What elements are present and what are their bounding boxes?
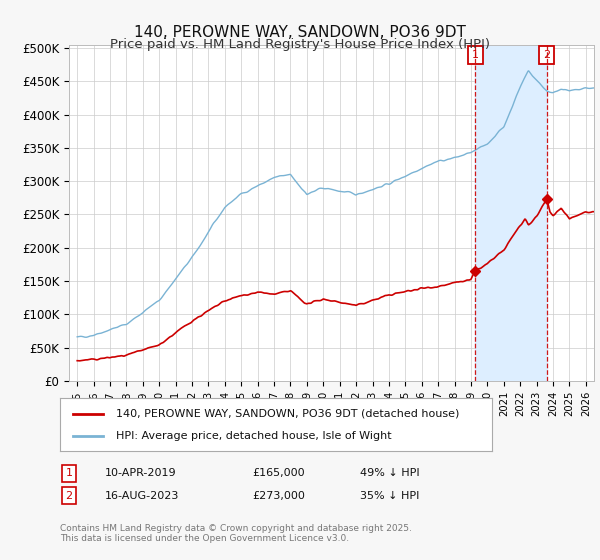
Text: 35% ↓ HPI: 35% ↓ HPI xyxy=(360,491,419,501)
Text: Price paid vs. HM Land Registry's House Price Index (HPI): Price paid vs. HM Land Registry's House … xyxy=(110,38,490,50)
Text: 16-AUG-2023: 16-AUG-2023 xyxy=(105,491,179,501)
Text: 49% ↓ HPI: 49% ↓ HPI xyxy=(360,468,419,478)
Text: £273,000: £273,000 xyxy=(252,491,305,501)
Text: £165,000: £165,000 xyxy=(252,468,305,478)
Bar xyxy=(475,45,547,381)
Text: 1: 1 xyxy=(65,468,73,478)
Text: 2: 2 xyxy=(543,50,550,60)
Text: Contains HM Land Registry data © Crown copyright and database right 2025.
This d: Contains HM Land Registry data © Crown c… xyxy=(60,524,412,543)
Text: HPI: Average price, detached house, Isle of Wight: HPI: Average price, detached house, Isle… xyxy=(116,431,392,441)
Text: 140, PEROWNE WAY, SANDOWN, PO36 9DT: 140, PEROWNE WAY, SANDOWN, PO36 9DT xyxy=(134,25,466,40)
Text: 10-APR-2019: 10-APR-2019 xyxy=(105,468,176,478)
Text: 1: 1 xyxy=(472,50,479,60)
Text: 2: 2 xyxy=(65,491,73,501)
Text: 140, PEROWNE WAY, SANDOWN, PO36 9DT (detached house): 140, PEROWNE WAY, SANDOWN, PO36 9DT (det… xyxy=(116,409,460,418)
